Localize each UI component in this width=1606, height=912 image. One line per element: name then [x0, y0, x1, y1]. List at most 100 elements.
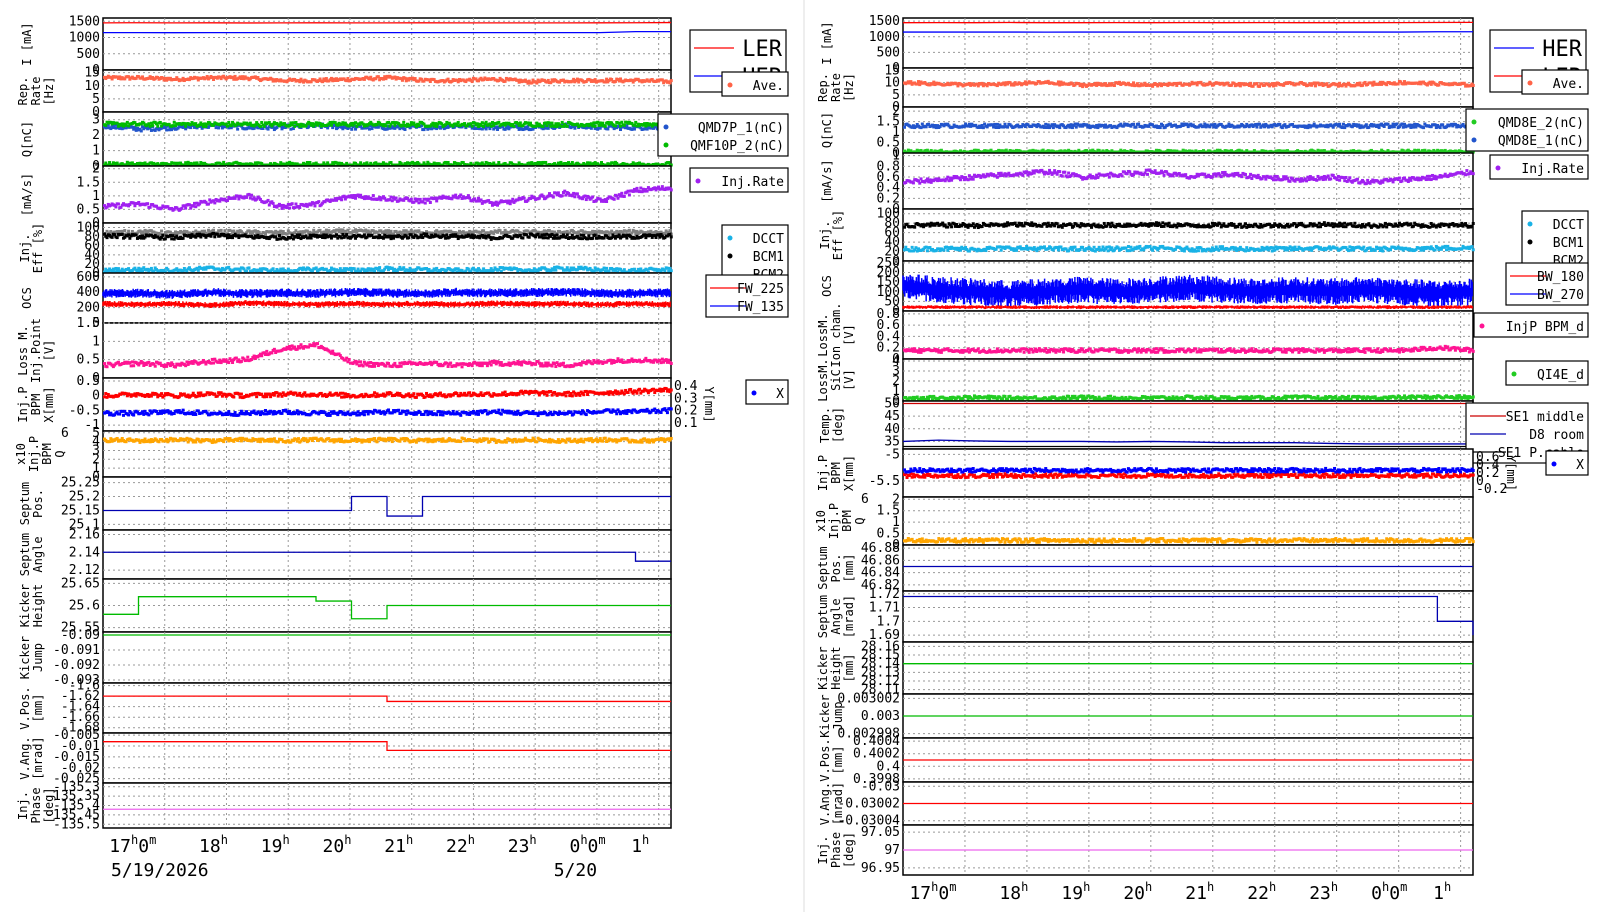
- data-point: [580, 163, 584, 167]
- data-point: [185, 360, 189, 364]
- data-point: [168, 163, 172, 167]
- data-point: [407, 269, 411, 273]
- data-point: [375, 230, 379, 234]
- data-point: [458, 394, 461, 398]
- data-point: [418, 197, 422, 201]
- data-point: [438, 269, 442, 273]
- data-point: [137, 200, 141, 204]
- data-point: [257, 354, 261, 358]
- data-point: [638, 358, 642, 362]
- data-point: [489, 201, 493, 205]
- data-point: [629, 359, 633, 363]
- data-point: [337, 352, 341, 356]
- data-point: [584, 266, 588, 270]
- data-point: [436, 232, 440, 236]
- y-tick-label: 0: [92, 159, 100, 174]
- data-point: [432, 126, 436, 130]
- data-point: [577, 230, 581, 234]
- data-point: [229, 126, 233, 130]
- data-point: [326, 413, 330, 417]
- data-point: [247, 229, 251, 233]
- data-point: [118, 75, 122, 79]
- data-point: [309, 236, 313, 240]
- data-point: [527, 392, 531, 396]
- data-point: [419, 77, 423, 81]
- data-point: [516, 269, 520, 273]
- data-point: [182, 122, 186, 126]
- data-point: [180, 410, 184, 414]
- data-point: [521, 236, 525, 240]
- data-point: [359, 360, 363, 364]
- data-point: [238, 395, 242, 399]
- data-point: [413, 77, 417, 81]
- data-point: [186, 362, 190, 366]
- data-point: [158, 361, 162, 365]
- data-point: [185, 163, 189, 167]
- data-point: [354, 359, 358, 363]
- data-point: [502, 121, 506, 125]
- data-point: [203, 360, 207, 364]
- data-point: [260, 392, 264, 396]
- data-point: [659, 389, 663, 393]
- data-point: [546, 126, 550, 130]
- y-tick-label: 3: [92, 113, 100, 128]
- data-point: [120, 409, 124, 413]
- data-point: [518, 78, 522, 82]
- data-point: [295, 347, 299, 351]
- data-point: [147, 413, 151, 417]
- data-point: [189, 206, 193, 210]
- data-point: [450, 234, 454, 238]
- data-point: [544, 361, 548, 365]
- data-point: [120, 122, 124, 126]
- data-point: [565, 124, 569, 128]
- data-point: [152, 161, 156, 165]
- data-point: [271, 267, 275, 271]
- data-point: [558, 236, 562, 240]
- data-point: [179, 268, 183, 272]
- legend-dot-swatch: [663, 124, 669, 130]
- data-point: [108, 161, 112, 165]
- data-point: [532, 195, 536, 199]
- data-point: [619, 267, 623, 271]
- data-point: [580, 229, 584, 233]
- data-point: [403, 409, 407, 413]
- data-point: [534, 229, 538, 233]
- data-point: [600, 360, 603, 364]
- data-point: [265, 349, 269, 353]
- data-point: [333, 78, 337, 82]
- data-point: [468, 391, 472, 395]
- data-point: [272, 347, 276, 351]
- data-point: [554, 365, 558, 369]
- data-point: [596, 359, 600, 363]
- data-point: [406, 393, 410, 397]
- data-point: [646, 186, 650, 190]
- data-point: [156, 395, 160, 399]
- data-point: [160, 229, 164, 233]
- data-point: [544, 160, 548, 164]
- data-point: [507, 199, 511, 203]
- data-point: [630, 78, 634, 82]
- data-point: [667, 161, 671, 165]
- data-point: [507, 361, 511, 365]
- data-point: [644, 124, 648, 128]
- data-point: [154, 392, 158, 396]
- data-point: [516, 125, 520, 129]
- data-point: [252, 126, 256, 130]
- data-point: [212, 231, 216, 235]
- data-point: [288, 344, 292, 348]
- data-point: [182, 267, 186, 271]
- data-point: [384, 77, 388, 81]
- data-point: [196, 391, 200, 395]
- data-point: [663, 163, 667, 167]
- data-point: [536, 269, 540, 273]
- data-point: [630, 163, 634, 167]
- data-point: [125, 160, 129, 164]
- data-point: [383, 196, 387, 200]
- data-point: [237, 267, 241, 271]
- data-point: [438, 232, 442, 236]
- data-point: [607, 392, 611, 396]
- data-point: [324, 163, 328, 167]
- data-point: [123, 409, 127, 413]
- plot-row: 0.50-0.5-10.40.30.20.1Y[mm]Inj.P BPM X[mm]: [16, 374, 716, 433]
- data-point: [649, 233, 653, 237]
